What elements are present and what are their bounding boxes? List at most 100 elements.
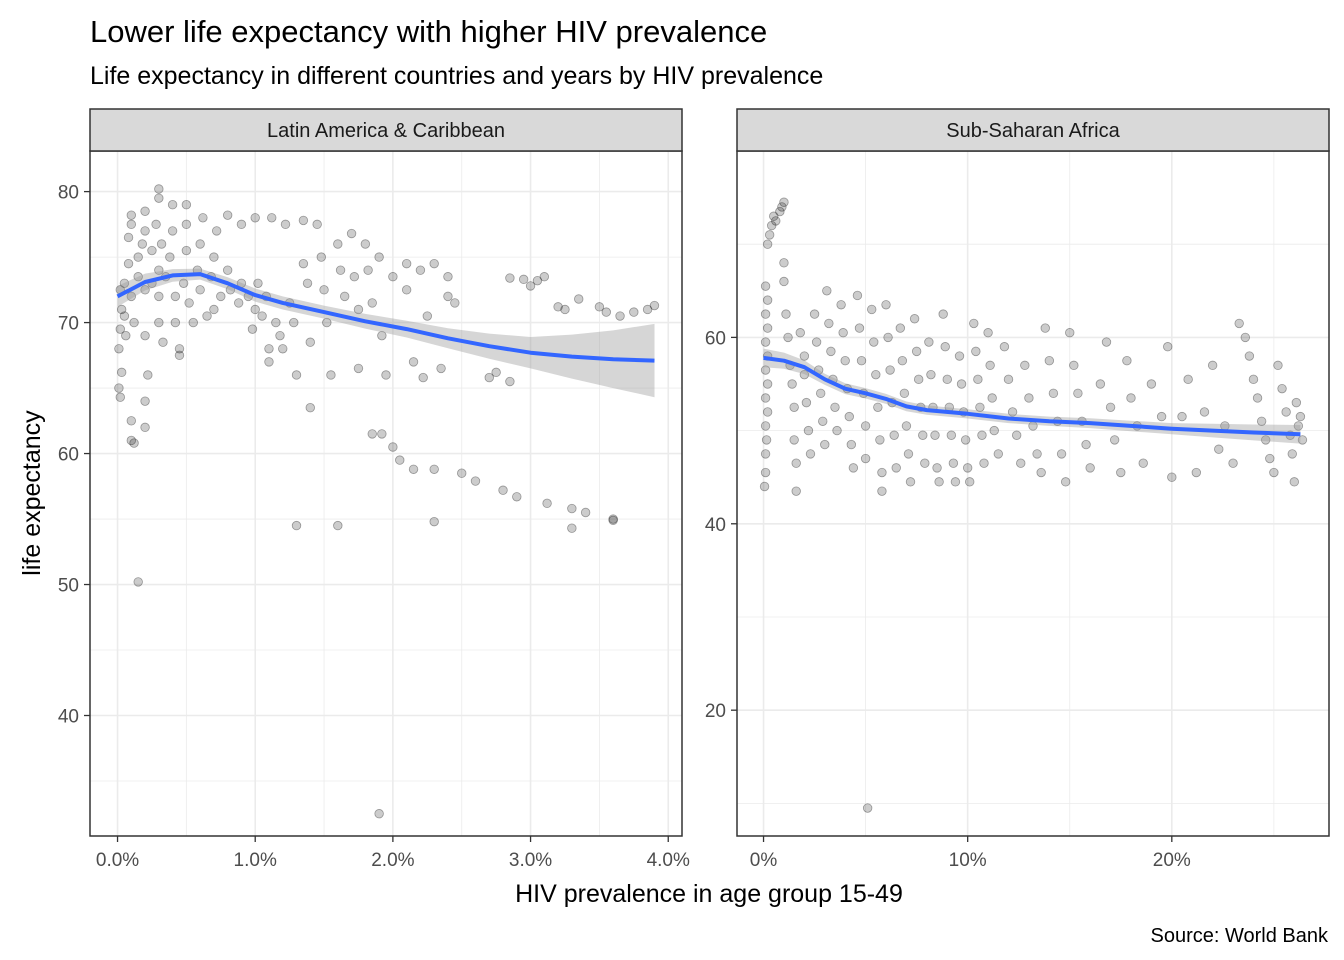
x-tick-label: 0% — [750, 850, 778, 871]
data-point — [1293, 421, 1304, 431]
data-point — [1281, 407, 1291, 417]
data-point — [126, 435, 137, 446]
data-point — [170, 317, 181, 328]
data-point — [401, 285, 412, 295]
data-point — [181, 199, 192, 210]
data-point — [1199, 407, 1210, 417]
caption: Source: World Bank — [1151, 925, 1329, 947]
data-point — [761, 435, 772, 445]
data-point — [319, 285, 329, 295]
data-point — [278, 344, 288, 354]
data-point — [181, 219, 192, 230]
facet-label: Sub-Saharan Africa — [946, 120, 1120, 142]
data-point — [1291, 397, 1302, 408]
data-point — [305, 403, 315, 413]
data-point — [615, 311, 625, 321]
y-tick-label: 50 — [58, 576, 79, 597]
data-point — [1277, 383, 1287, 394]
data-point — [809, 309, 820, 319]
data-point — [209, 252, 219, 262]
data-point — [875, 435, 885, 445]
data-point — [140, 422, 150, 433]
data-point — [791, 458, 801, 468]
data-point — [799, 369, 810, 380]
data-point — [121, 330, 131, 341]
x-axis-title: HIV prevalence in age group 15-49 — [515, 880, 903, 908]
data-point — [181, 245, 192, 256]
data-point — [781, 309, 791, 319]
data-point — [418, 372, 428, 383]
data-point — [264, 344, 274, 354]
data-point — [247, 324, 258, 334]
data-point — [965, 477, 975, 487]
data-point — [762, 323, 773, 333]
data-point — [962, 463, 973, 473]
panels: Latin America & Caribbean 0.0% 1.0% 2.0% 3.0… — [58, 108, 1330, 871]
data-point — [505, 273, 515, 283]
data-point — [820, 439, 830, 450]
data-point — [498, 485, 508, 495]
y-tick-label: 60 — [58, 445, 79, 466]
data-point — [642, 304, 653, 315]
data-point — [422, 311, 433, 321]
data-point — [1287, 449, 1297, 459]
data-point — [233, 298, 244, 308]
x-tick-label: 10% — [949, 850, 987, 871]
data-point — [826, 346, 836, 357]
data-point — [126, 210, 137, 220]
data-point — [275, 330, 285, 341]
data-point — [760, 309, 771, 319]
data-point — [167, 199, 178, 210]
data-point — [353, 304, 364, 315]
data-point — [140, 396, 150, 406]
data-point — [388, 442, 398, 452]
data-point — [1146, 379, 1157, 389]
data-point — [762, 295, 773, 305]
data-point — [298, 215, 309, 226]
data-point — [1048, 388, 1059, 399]
data-point — [1240, 332, 1251, 343]
data-point — [905, 477, 916, 487]
data-point — [840, 355, 850, 366]
data-point — [649, 300, 660, 311]
data-point — [133, 252, 143, 262]
data-point — [491, 367, 501, 378]
data-point — [1177, 411, 1187, 422]
data-point — [629, 307, 639, 317]
data-point — [1273, 360, 1283, 371]
data-point — [250, 213, 260, 223]
data-point — [940, 342, 950, 352]
data-point — [222, 265, 233, 275]
data-point — [760, 449, 771, 459]
data-point — [302, 278, 313, 288]
data-point — [377, 330, 387, 341]
x-tick-label: 4.0% — [647, 850, 690, 871]
data-point — [760, 337, 771, 347]
data-point — [1261, 435, 1271, 445]
data-point — [443, 272, 453, 282]
data-point — [209, 304, 219, 315]
data-point — [769, 211, 779, 221]
data-point — [1040, 323, 1050, 333]
y-tick-label: 20 — [705, 701, 726, 722]
data-point — [408, 357, 419, 367]
data-point — [1228, 458, 1238, 468]
data-point — [950, 477, 961, 487]
data-point — [133, 577, 143, 587]
data-point — [836, 300, 846, 310]
data-point — [1265, 453, 1275, 464]
x-tick-label: 20% — [1153, 850, 1191, 871]
data-point — [429, 258, 439, 269]
panel-background — [90, 151, 682, 836]
data-point — [985, 360, 995, 371]
data-point — [322, 317, 332, 328]
data-point — [115, 324, 125, 334]
data-point — [877, 467, 887, 478]
data-point — [762, 379, 773, 389]
data-point — [532, 275, 543, 286]
y-tick-label: 70 — [58, 314, 79, 335]
data-point — [123, 232, 134, 243]
data-point — [789, 435, 799, 445]
data-point — [909, 314, 920, 324]
smooth-line — [763, 355, 1301, 437]
